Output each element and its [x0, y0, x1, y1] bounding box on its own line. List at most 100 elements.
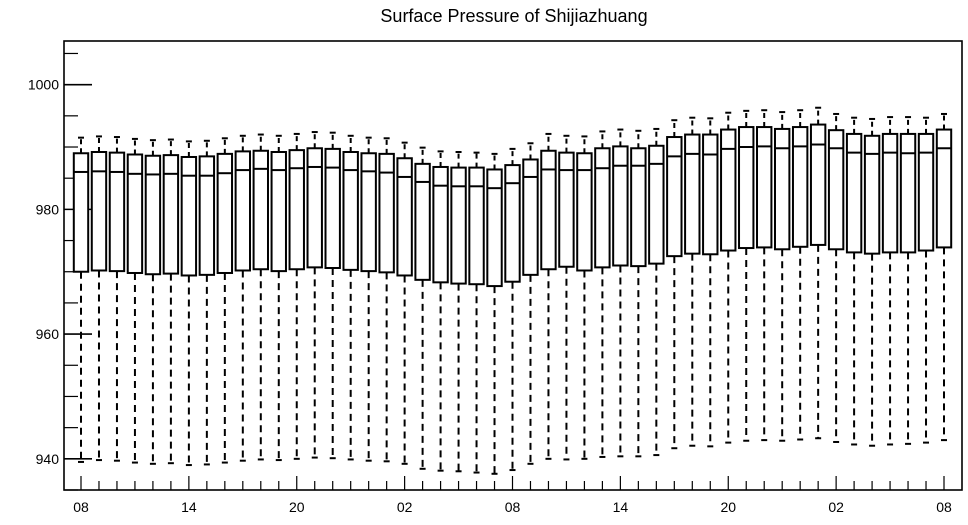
box-33 — [666, 119, 683, 450]
box-21 — [450, 151, 467, 473]
box-27 — [558, 134, 575, 461]
chart-title: Surface Pressure of Shijiazhuang — [380, 6, 647, 26]
x-tick-label: 02 — [828, 499, 844, 515]
iqr-box — [360, 152, 377, 273]
box-1 — [90, 135, 108, 462]
box-41 — [809, 106, 827, 440]
iqr-box — [522, 158, 539, 276]
box-20 — [432, 150, 449, 472]
iqr-box — [324, 147, 341, 269]
iqr-box — [252, 149, 269, 271]
iqr-box — [90, 151, 108, 272]
box-23 — [486, 152, 503, 475]
box-45 — [881, 116, 899, 446]
box-15 — [342, 134, 359, 461]
x-tick-label: 20 — [289, 499, 305, 515]
box-19 — [414, 146, 431, 470]
iqr-box — [378, 152, 395, 274]
box-12 — [288, 132, 305, 460]
box-7 — [198, 139, 216, 466]
iqr-box — [504, 164, 521, 283]
iqr-box — [144, 154, 162, 276]
iqr-box — [702, 133, 719, 256]
box-4 — [144, 139, 162, 465]
iqr-box — [809, 123, 827, 246]
box-5 — [162, 138, 180, 465]
x-tick-label: 02 — [397, 499, 413, 515]
iqr-box — [935, 128, 953, 249]
iqr-box — [234, 150, 252, 272]
box-31 — [630, 129, 647, 458]
x-tick-label: 14 — [613, 499, 629, 515]
iqr-box — [558, 151, 575, 268]
box-46 — [899, 116, 917, 445]
box-32 — [648, 127, 665, 457]
iqr-box — [288, 149, 305, 271]
iqr-box — [72, 152, 90, 273]
iqr-box — [666, 136, 683, 258]
box-37 — [738, 109, 755, 442]
box-11 — [270, 134, 287, 462]
x-tick-label: 08 — [73, 499, 89, 515]
x-tick-label: 20 — [720, 499, 736, 515]
iqr-box — [720, 128, 737, 252]
iqr-box — [342, 151, 359, 271]
iqr-box — [468, 166, 485, 286]
box-43 — [845, 116, 863, 446]
iqr-box — [863, 134, 881, 255]
iqr-box — [630, 147, 647, 268]
box-34 — [684, 116, 701, 447]
iqr-box — [827, 129, 845, 251]
box-30 — [612, 128, 629, 458]
iqr-box — [162, 154, 180, 275]
iqr-box — [198, 155, 216, 276]
iqr-box — [108, 151, 126, 273]
box-14 — [324, 131, 341, 460]
x-axis: 08 14 20 02 08 14 20 02 08 — [73, 476, 952, 515]
box-35 — [702, 117, 719, 448]
iqr-box — [756, 126, 773, 249]
iqr-box — [917, 132, 935, 252]
box-36 — [720, 111, 737, 444]
box-47 — [917, 116, 935, 444]
box-0 — [72, 136, 90, 463]
iqr-box — [270, 151, 287, 273]
box-28 — [576, 135, 593, 460]
iqr-box — [450, 166, 467, 285]
iqr-box — [216, 152, 234, 274]
x-tick-label: 08 — [936, 499, 952, 515]
box-18 — [396, 141, 413, 465]
y-axis: 940 960 980 1000 — [28, 52, 92, 491]
iqr-box — [432, 165, 449, 284]
box-10 — [252, 133, 269, 461]
iqr-box — [594, 147, 611, 269]
box-26 — [540, 132, 557, 460]
box-29 — [594, 130, 611, 458]
box-24 — [504, 147, 521, 472]
iqr-box — [180, 155, 198, 277]
box-series — [72, 106, 953, 475]
y-tick-label: 980 — [36, 201, 60, 217]
box-48 — [935, 112, 953, 442]
iqr-box — [126, 153, 144, 274]
box-3 — [126, 137, 144, 464]
iqr-box — [306, 147, 323, 269]
iqr-box — [648, 144, 665, 265]
iqr-box — [414, 162, 431, 281]
box-13 — [306, 131, 323, 459]
iqr-box — [791, 126, 809, 248]
iqr-box — [540, 149, 557, 271]
box-9 — [234, 134, 252, 462]
box-42 — [827, 112, 845, 443]
iqr-box — [684, 133, 701, 255]
iqr-box — [612, 145, 629, 267]
box-16 — [360, 136, 377, 462]
box-44 — [863, 117, 881, 447]
iqr-box — [486, 168, 503, 288]
iqr-box — [738, 126, 755, 250]
iqr-box — [899, 132, 917, 254]
box-25 — [522, 142, 539, 465]
iqr-box — [881, 132, 899, 254]
